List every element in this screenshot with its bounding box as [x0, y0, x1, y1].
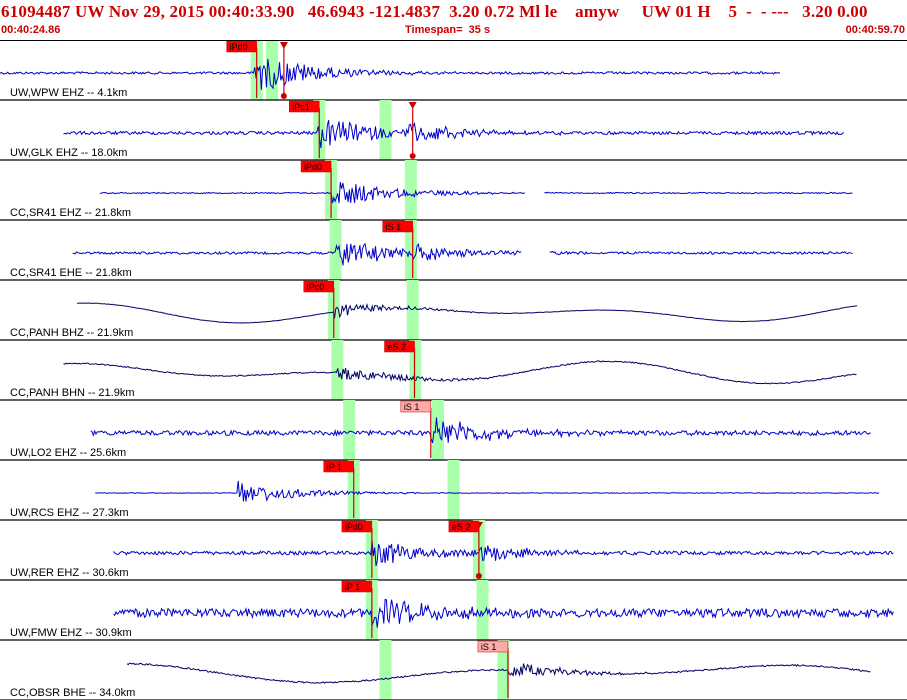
station-label: CC,SR41 EHZ -- 21.8km — [10, 207, 131, 219]
waveform-trace — [90, 417, 871, 443]
pick-label: iS 1 — [404, 402, 420, 412]
pick-label-box[interactable] — [400, 400, 432, 413]
trace-row[interactable]: iP 1 UW,FMW EHZ -- 30.9km — [0, 580, 907, 641]
pick-window — [409, 340, 422, 400]
pick-label-box[interactable] — [341, 520, 373, 533]
station-label: CC,PANH BHZ -- 21.9km — [10, 327, 133, 339]
station-label: CC,OBSR BHE -- 34.0km — [10, 687, 135, 699]
waveform-trace — [113, 540, 894, 567]
trace-row[interactable]: iS 1 CC,OBSR BHE -- 34.0km — [0, 640, 907, 700]
waveform-trace — [77, 302, 858, 324]
event-summary-title: 61094487 UW Nov 29, 2015 00:40:33.90 46.… — [1, 2, 868, 21]
seismogram-panel[interactable]: iPd0 UW,WPW EHZ -- 4.1km iPc1 UW,GLK EHZ --… — [0, 40, 907, 700]
station-label: UW,RCS EHZ -- 27.3km — [10, 507, 129, 519]
pick-label-box[interactable] — [289, 100, 320, 113]
pick-end-marker — [280, 93, 287, 99]
pick-window — [343, 400, 356, 460]
pick-label-box[interactable] — [448, 520, 480, 533]
pick-label: eS 2 — [387, 342, 406, 352]
trace-row[interactable]: iPd0 UW,WPW EHZ -- 4.1km — [0, 40, 907, 101]
pick-end-marker — [475, 573, 482, 579]
pick-label: iPd0 — [304, 162, 322, 172]
trace-row[interactable]: iP 1 UW,RCS EHZ -- 27.3km — [0, 460, 907, 521]
trace-row[interactable]: eS 2 CC,PANH BHN -- 21.9km — [0, 340, 907, 401]
pick-window — [379, 640, 392, 700]
waveform-trace — [72, 242, 853, 266]
pick-marker-icon[interactable] — [279, 42, 288, 49]
pick-label: iPd0 — [345, 522, 363, 532]
pick-label: iS 1 — [481, 642, 497, 652]
pick-window — [266, 40, 279, 100]
timespan: Timespan= 35 s — [405, 24, 491, 36]
waveform-trace — [126, 662, 871, 684]
record-header: 61094487 UW Nov 29, 2015 00:40:33.90 46.… — [0, 0, 907, 40]
trace-row[interactable]: iPd0 CC,SR41 EHZ -- 21.8km — [0, 160, 907, 221]
pick-label-box[interactable] — [303, 280, 335, 293]
waveform-trace — [0, 58, 781, 90]
pick-label: iPc0 — [307, 282, 325, 292]
station-label: CC,SR41 EHE -- 21.8km — [10, 267, 132, 279]
station-label: UW,LO2 EHZ -- 25.6km — [10, 447, 126, 459]
waveform-trace — [63, 119, 844, 149]
start-time: 00:40:24.86 — [1, 24, 61, 36]
pick-window — [476, 580, 489, 640]
pick-label: iPd0 — [230, 42, 248, 52]
station-label: UW,RER EHZ -- 30.6km — [10, 567, 129, 579]
pick-marker-icon[interactable] — [408, 102, 417, 109]
pick-label: iS 1 — [386, 222, 402, 232]
pick-label-box[interactable] — [300, 160, 332, 173]
trace-row[interactable]: iPd0 eS 2 UW,RER EHZ -- 30.6km — [0, 520, 907, 581]
pick-window — [447, 460, 460, 520]
waveform-trace — [99, 182, 853, 204]
station-label: UW,WPW EHZ -- 4.1km — [10, 87, 127, 99]
trace-row[interactable]: iPc1 UW,GLK EHZ -- 18.0km — [0, 100, 907, 161]
waveform-trace — [63, 360, 857, 385]
pick-label-box[interactable] — [341, 580, 373, 593]
pick-end-marker — [409, 153, 416, 159]
waveform-trace — [95, 480, 880, 503]
pick-label: eS 2 — [452, 522, 471, 532]
pick-label: iPc1 — [292, 102, 310, 112]
pick-label: iP 1 — [345, 582, 360, 592]
trace-row[interactable]: iPc0 CC,PANH BHZ -- 21.9km — [0, 280, 907, 341]
pick-label: iP 1 — [327, 462, 342, 472]
pick-window — [404, 220, 417, 280]
waveform-trace — [113, 599, 894, 628]
pick-label-box[interactable] — [382, 220, 413, 233]
pick-label-box[interactable] — [323, 460, 354, 473]
pick-window — [379, 100, 392, 160]
trace-row[interactable]: iS 1 CC,SR41 EHE -- 21.8km — [0, 220, 907, 281]
trace-row[interactable]: iS 1 UW,LO2 EHZ -- 25.6km — [0, 400, 907, 461]
pick-window — [404, 160, 417, 220]
end-time: 00:40:59.70 — [845, 24, 905, 36]
station-label: UW,FMW EHZ -- 30.9km — [10, 627, 132, 639]
pick-label-box[interactable] — [384, 340, 415, 353]
station-label: UW,GLK EHZ -- 18.0km — [10, 147, 127, 159]
station-label: CC,PANH BHN -- 21.9km — [10, 387, 134, 399]
pick-label-box[interactable] — [477, 640, 509, 653]
